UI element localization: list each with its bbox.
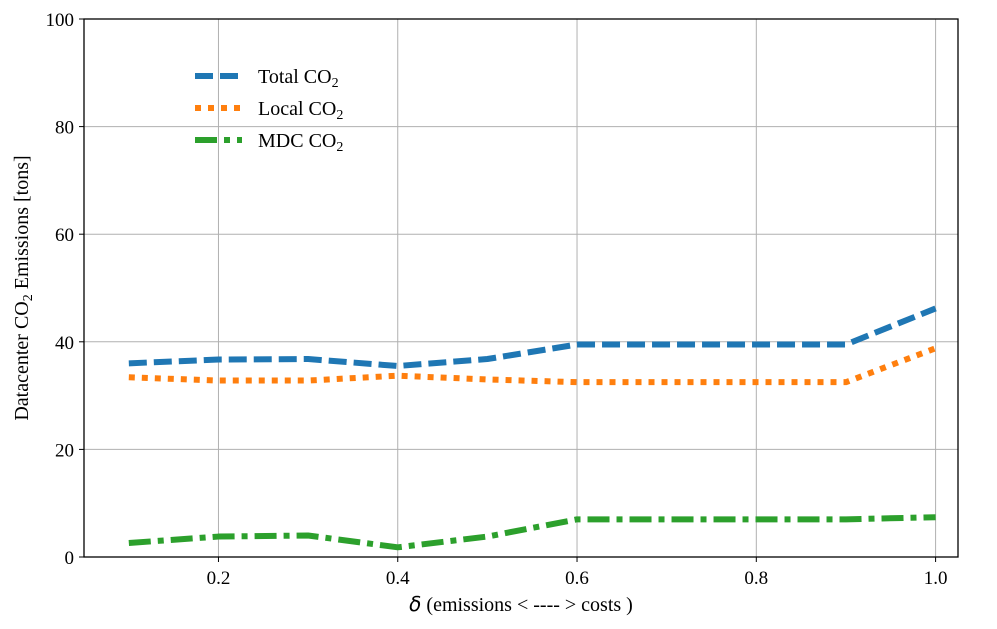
- x-tick-label: 0.8: [744, 568, 768, 589]
- x-axis-label-text: (emissions < ---- > costs ): [421, 594, 632, 616]
- legend-label-sub: 2: [336, 108, 343, 123]
- y-axis-ticks: 0 20 40 60 80 100: [46, 10, 84, 569]
- legend-label-sub: 2: [336, 140, 343, 155]
- legend-label-main: Total CO: [258, 66, 332, 88]
- y-tick-label: 0: [65, 548, 75, 569]
- x-axis-label: δ (emissions < ---- > costs ): [409, 592, 633, 616]
- x-tick-label: 0.4: [386, 568, 410, 589]
- y-axis-label-suffix: Emissions [tons]: [11, 155, 33, 294]
- legend-label-3: MDC CO2: [258, 130, 343, 155]
- series-line-3: [128, 514, 936, 551]
- x-axis-ticks: 0.2 0.4 0.6 0.8 1.0: [207, 557, 948, 589]
- x-axis-label-symbol: δ: [409, 592, 421, 616]
- y-tick-label: 40: [55, 333, 74, 354]
- legend-label-main: MDC CO: [258, 130, 336, 152]
- x-tick-label: 1.0: [924, 568, 948, 589]
- legend-label-sub: 2: [332, 76, 339, 91]
- y-tick-label: 100: [46, 10, 75, 31]
- series-line-2: [128, 345, 937, 386]
- y-tick-label: 60: [55, 225, 74, 246]
- legend-label-main: Local CO: [258, 98, 336, 120]
- legend-label-1: Total CO2: [258, 66, 339, 91]
- x-tick-label: 0.6: [565, 568, 589, 589]
- legend-label-2: Local CO2: [258, 98, 343, 123]
- x-tick-label: 0.2: [207, 568, 231, 589]
- grid: [84, 18, 958, 558]
- series-line-1: [128, 305, 937, 370]
- plot-series: [128, 305, 937, 551]
- y-tick-label: 80: [55, 118, 74, 139]
- y-axis-label-sub: 2: [21, 294, 36, 301]
- y-axis-label-main: Datacenter CO: [11, 301, 33, 420]
- y-tick-label: 20: [55, 440, 74, 461]
- plot-frame: [83, 18, 959, 558]
- y-axis-label: Datacenter CO2 Emissions [tons]: [11, 155, 36, 420]
